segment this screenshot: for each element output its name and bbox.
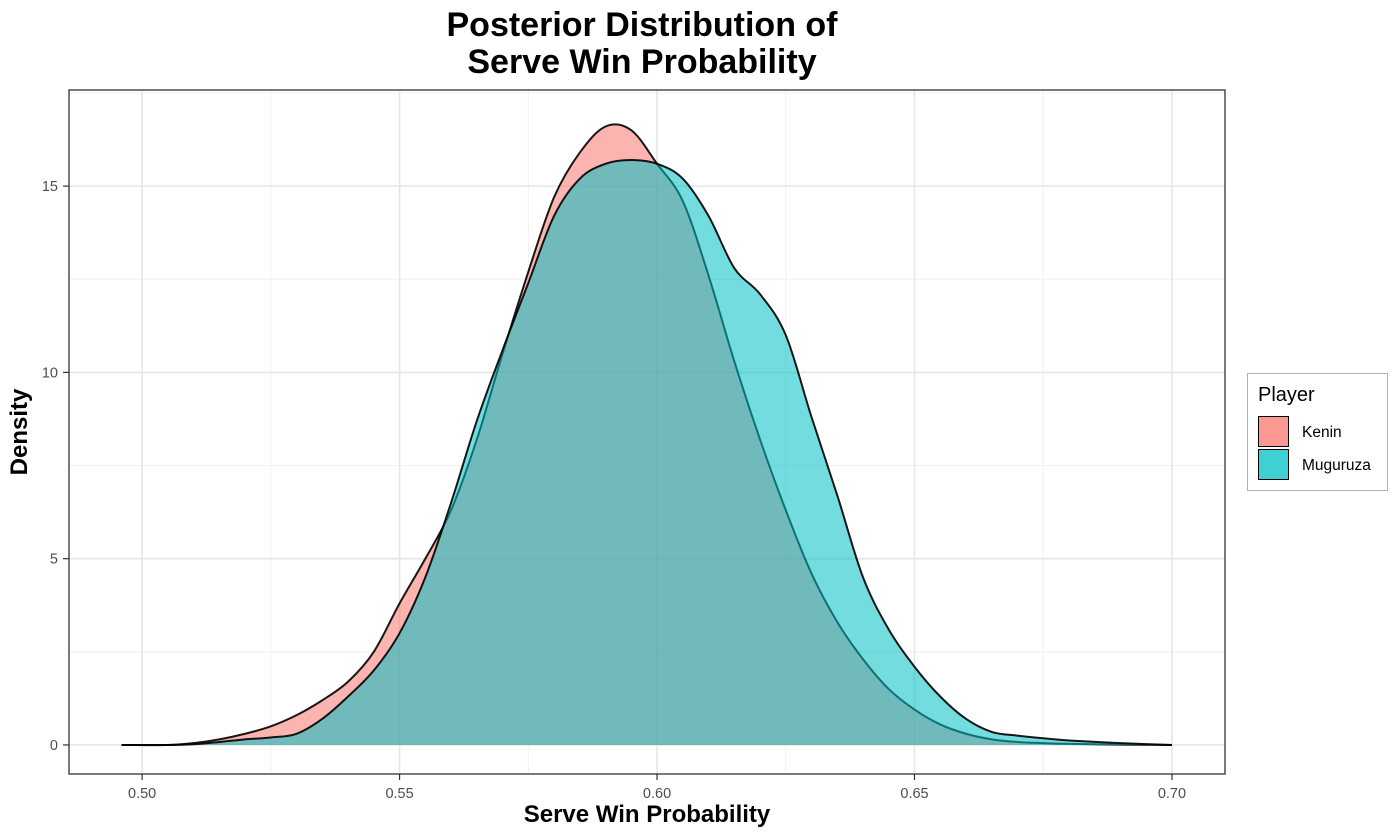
series-layer <box>121 123 1172 747</box>
legend-title: Player <box>1258 384 1315 406</box>
legend-item-kenin: Kenin <box>1258 416 1386 448</box>
legend-key-kenin <box>1258 416 1289 447</box>
x-tick-label: 0.70 <box>1158 786 1186 802</box>
legend-label-kenin: Kenin <box>1302 424 1342 441</box>
x-tick-label: 0.50 <box>128 786 156 802</box>
x-tick-label: 0.60 <box>643 786 671 802</box>
y-tick-label: 5 <box>50 552 58 568</box>
legend-key-muguruza <box>1258 449 1289 480</box>
legend-label-muguruza: Muguruza <box>1302 457 1371 474</box>
legend-item-muguruza: Muguruza <box>1258 449 1386 481</box>
y-tick-label: 10 <box>42 365 58 381</box>
panel-border <box>68 89 1226 775</box>
legend: Player Kenin Muguruza <box>1247 373 1388 491</box>
x-axis-label: Serve Win Probability <box>523 801 771 828</box>
y-axis-ticks: 0 5 10 15 <box>42 179 69 754</box>
chart-title-line-1: Posterior Distribution of <box>446 6 838 44</box>
y-tick-label: 0 <box>50 738 58 754</box>
y-tick-label: 15 <box>42 179 58 195</box>
y-axis-label: Density <box>6 388 33 476</box>
chart-title-line-2: Serve Win Probability <box>467 43 817 81</box>
density-area-muguruza <box>121 160 1172 745</box>
x-tick-label: 0.65 <box>900 786 928 802</box>
density-outline-muguruza <box>121 159 1172 746</box>
x-tick-label: 0.55 <box>385 786 413 802</box>
x-axis-ticks: 0.50 0.55 0.60 0.65 0.70 <box>128 774 1186 802</box>
